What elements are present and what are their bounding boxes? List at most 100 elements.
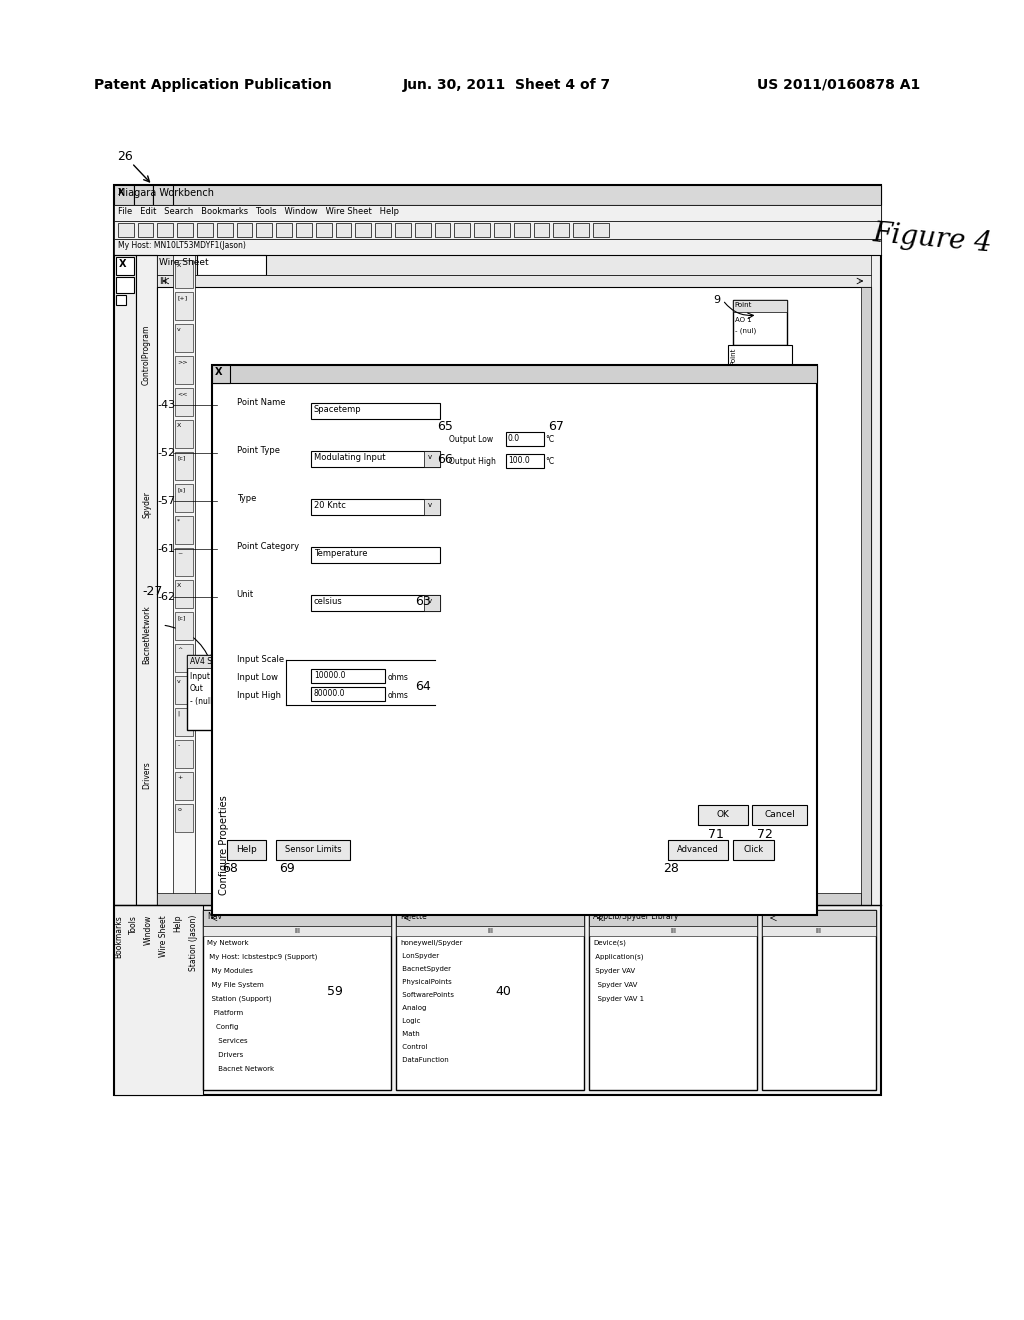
Bar [175,356,194,384]
Text: -43: -43 [158,400,175,411]
Text: 80000.0: 80000.0 [313,689,345,698]
Text: [c]: [c] [177,615,185,620]
Text: Unit: Unit [237,590,254,599]
Bar [311,595,439,611]
Text: US 2011/0160878 A1: US 2011/0160878 A1 [757,78,920,92]
Text: X: X [177,263,181,268]
Bar [158,275,871,286]
Text: Configure Properties: Configure Properties [219,795,228,895]
Text: Spyder VAV 1: Spyder VAV 1 [593,997,644,1002]
Bar [212,366,817,915]
Text: 40: 40 [495,985,511,998]
Bar [158,894,861,906]
Text: Help: Help [174,915,182,932]
Bar [669,840,728,861]
Bar [311,499,439,515]
Text: BacnetNetwork: BacnetNetwork [142,606,151,664]
Text: v: v [428,454,432,459]
Text: Control: Control [400,1044,427,1049]
Text: v: v [177,678,181,684]
Text: SoftwarePoints: SoftwarePoints [400,993,454,998]
Text: 26: 26 [117,150,132,162]
Text: -57: -57 [158,496,175,506]
Text: 63: 63 [415,595,430,609]
Text: +: + [177,775,182,780]
Bar [311,451,439,467]
Text: 72: 72 [758,828,773,841]
Text: LonSpyder: LonSpyder [400,953,439,960]
Text: Wire Sheet: Wire Sheet [160,257,209,267]
Text: Drivers: Drivers [142,762,151,789]
Text: >>: >> [177,359,187,364]
Text: Window: Window [144,915,153,945]
Text: X: X [177,583,181,587]
Text: Patent Application Publication: Patent Application Publication [94,78,332,92]
Bar [114,906,203,1096]
Text: File   Edit   Search   Bookmarks   Tools   Window   Wire Sheet   Help: File Edit Search Bookmarks Tools Window … [118,207,398,216]
Text: Out 0.0 °F: Out 0.0 °F [476,700,512,706]
Text: Point Category: Point Category [237,543,299,550]
Bar [589,909,758,1090]
Bar [762,909,877,927]
Text: Out: Out [190,684,204,693]
Bar [175,451,194,480]
Text: Spyder: Spyder [142,491,151,519]
Bar [203,909,391,927]
Bar [311,403,439,418]
Bar [698,805,748,825]
Text: III: III [160,277,167,286]
Text: Niagara Workbench: Niagara Workbench [118,187,214,198]
Bar [415,223,431,238]
Text: Application(s): Application(s) [593,954,643,961]
Text: °C: °C [546,457,555,466]
Bar [494,223,510,238]
Text: Input Point: Input Point [476,689,514,696]
Bar [514,223,529,238]
Bar [187,655,306,668]
Bar [154,185,173,205]
Text: [+]: [+] [177,294,187,300]
Bar [187,655,306,730]
Text: 67: 67 [549,420,564,433]
Bar [345,675,444,730]
Bar [158,223,173,238]
Bar [589,927,758,936]
Text: My Host: lcbstestpc9 (Support): My Host: lcbstestpc9 (Support) [207,954,317,961]
Text: celsius: celsius [313,597,343,606]
Text: honeywell/Spyder: honeywell/Spyder [400,940,463,946]
Text: Point Name: Point Name [237,399,285,407]
Bar [534,223,550,238]
Text: X: X [118,187,124,197]
Bar [315,223,332,238]
Bar [175,579,194,609]
Bar [474,223,490,238]
Bar [237,223,253,238]
Bar [197,223,213,238]
Text: Output High: Output High [450,457,497,466]
Text: Spyder VAV: Spyder VAV [593,968,635,974]
Text: °C: °C [546,436,555,444]
Bar [116,294,126,305]
Bar [753,805,807,825]
Text: III: III [816,928,822,935]
Bar [114,239,882,255]
Bar [116,277,134,293]
Text: 28: 28 [664,862,679,875]
Text: Drivers: Drivers [207,1052,243,1059]
Text: o: o [177,807,181,812]
Text: Input High: Input High [237,690,281,700]
Bar [732,840,774,861]
Bar [396,909,584,1090]
Text: Nav: Nav [207,912,222,921]
Text: Config: Config [207,1024,239,1030]
Bar [728,345,792,375]
Text: My Modules: My Modules [207,968,253,974]
Text: III: III [671,928,676,935]
Bar [336,223,351,238]
Text: X: X [119,259,126,269]
Text: Click: Click [743,845,764,854]
Text: My File System: My File System [207,982,263,987]
Bar [396,909,584,927]
Text: ~: ~ [177,550,182,556]
Text: Out: Out [347,709,360,715]
